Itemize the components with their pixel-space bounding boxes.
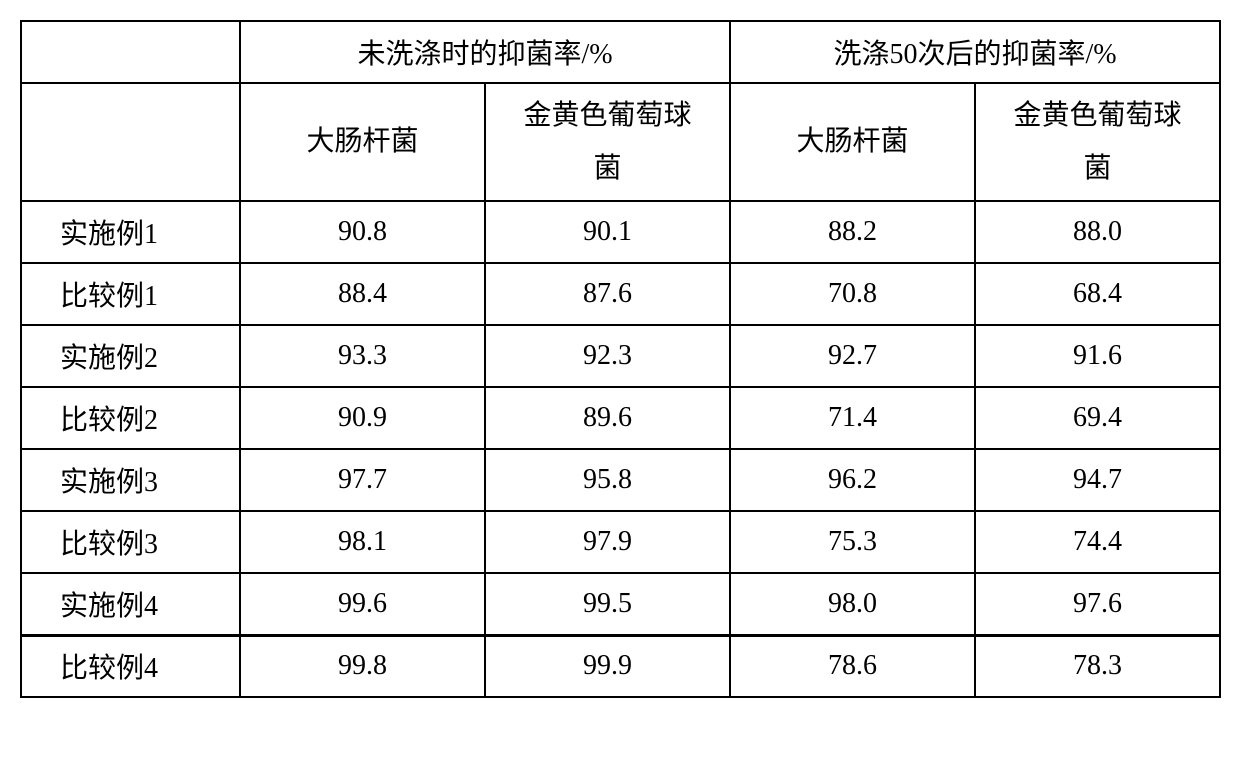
table-body: 实施例1 90.8 90.1 88.2 88.0 比较例1 88.4 87.6 … <box>21 201 1220 697</box>
row-label: 实施例3 <box>21 449 240 511</box>
cell: 89.6 <box>485 387 730 449</box>
subheader-saureus-1: 金黄色葡萄球 菌 <box>485 83 730 201</box>
header-blank <box>21 21 240 83</box>
antibacterial-rate-table: 未洗涤时的抑菌率/% 洗涤50次后的抑菌率/% 大肠杆菌 金黄色葡萄球 菌 大肠… <box>20 20 1221 698</box>
table-row: 实施例3 97.7 95.8 96.2 94.7 <box>21 449 1220 511</box>
cell: 90.1 <box>485 201 730 263</box>
subheader-ecoli-2: 大肠杆菌 <box>730 83 975 201</box>
header-group-unwashed: 未洗涤时的抑菌率/% <box>240 21 730 83</box>
table-row: 实施例1 90.8 90.1 88.2 88.0 <box>21 201 1220 263</box>
cell: 94.7 <box>975 449 1220 511</box>
cell: 88.0 <box>975 201 1220 263</box>
cell: 97.7 <box>240 449 485 511</box>
cell: 90.8 <box>240 201 485 263</box>
cell: 99.5 <box>485 573 730 635</box>
table-row: 比较例3 98.1 97.9 75.3 74.4 <box>21 511 1220 573</box>
row-label: 实施例2 <box>21 325 240 387</box>
cell: 97.9 <box>485 511 730 573</box>
row-label: 比较例1 <box>21 263 240 325</box>
cell: 88.4 <box>240 263 485 325</box>
subheader-ecoli-1: 大肠杆菌 <box>240 83 485 201</box>
table-row: 比较例1 88.4 87.6 70.8 68.4 <box>21 263 1220 325</box>
cell: 88.2 <box>730 201 975 263</box>
row-label: 实施例1 <box>21 201 240 263</box>
header-group-washed50: 洗涤50次后的抑菌率/% <box>730 21 1220 83</box>
table-row: 比较例4 99.8 99.9 78.6 78.3 <box>21 635 1220 697</box>
subheader-blank <box>21 83 240 201</box>
cell: 74.4 <box>975 511 1220 573</box>
table-row: 比较例2 90.9 89.6 71.4 69.4 <box>21 387 1220 449</box>
cell: 87.6 <box>485 263 730 325</box>
cell: 68.4 <box>975 263 1220 325</box>
cell: 93.3 <box>240 325 485 387</box>
cell: 98.1 <box>240 511 485 573</box>
cell: 70.8 <box>730 263 975 325</box>
cell: 98.0 <box>730 573 975 635</box>
row-label: 实施例4 <box>21 573 240 635</box>
row-label: 比较例4 <box>21 635 240 697</box>
cell: 78.3 <box>975 635 1220 697</box>
cell: 99.9 <box>485 635 730 697</box>
cell: 95.8 <box>485 449 730 511</box>
table-row: 实施例2 93.3 92.3 92.7 91.6 <box>21 325 1220 387</box>
table-row: 实施例4 99.6 99.5 98.0 97.6 <box>21 573 1220 635</box>
cell: 92.3 <box>485 325 730 387</box>
cell: 97.6 <box>975 573 1220 635</box>
cell: 78.6 <box>730 635 975 697</box>
cell: 91.6 <box>975 325 1220 387</box>
cell: 99.8 <box>240 635 485 697</box>
row-label: 比较例2 <box>21 387 240 449</box>
cell: 99.6 <box>240 573 485 635</box>
cell: 75.3 <box>730 511 975 573</box>
cell: 96.2 <box>730 449 975 511</box>
subheader-saureus-2: 金黄色葡萄球 菌 <box>975 83 1220 201</box>
cell: 90.9 <box>240 387 485 449</box>
cell: 71.4 <box>730 387 975 449</box>
cell: 69.4 <box>975 387 1220 449</box>
cell: 92.7 <box>730 325 975 387</box>
row-label: 比较例3 <box>21 511 240 573</box>
